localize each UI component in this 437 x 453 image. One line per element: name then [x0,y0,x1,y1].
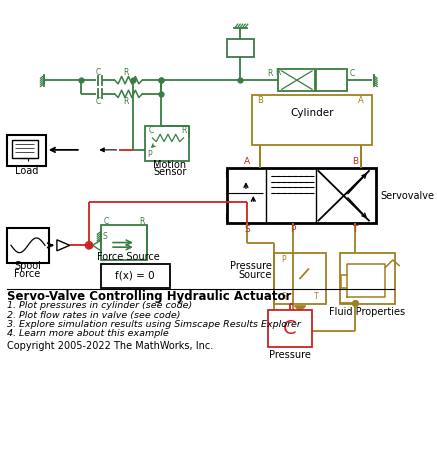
Bar [252,95,371,145]
Bar [268,310,312,347]
Text: Motion: Motion [153,159,186,169]
Text: P: P [281,255,286,265]
Text: S: S [244,225,250,234]
Text: R: R [123,97,128,106]
Bar [101,225,147,260]
Text: T: T [314,292,319,301]
Text: Spool: Spool [14,261,41,271]
Text: R: R [267,69,273,78]
Text: B: B [257,96,263,105]
Text: B: B [352,157,358,166]
Bar [278,69,347,91]
Text: R: R [275,68,281,77]
Text: S: S [281,292,286,301]
Text: Force: Force [14,269,41,279]
Bar [145,126,189,161]
Text: P: P [147,150,152,159]
Text: Pressure: Pressure [269,351,311,361]
Text: R: R [139,217,145,226]
Text: C: C [283,319,297,338]
Circle shape [284,262,316,295]
Text: 2. Plot flow rates in valve (see code): 2. Plot flow rates in valve (see code) [7,311,181,319]
Polygon shape [295,306,305,311]
Text: Copyright 2005-2022 The MathWorks, Inc.: Copyright 2005-2022 The MathWorks, Inc. [7,341,214,351]
Polygon shape [369,170,376,178]
Text: A: A [358,96,364,105]
Bar [12,140,38,158]
Text: Pressure: Pressure [230,260,272,270]
Text: S: S [103,231,108,241]
Text: R: R [123,68,128,77]
Text: R: R [181,126,186,135]
Text: f(x) = 0: f(x) = 0 [115,270,155,280]
Polygon shape [227,170,234,178]
Polygon shape [227,214,234,222]
Bar [274,253,326,304]
Text: Load: Load [15,166,38,176]
Bar [7,228,49,263]
Text: C: C [104,217,109,226]
Bar [101,264,170,288]
Bar [340,253,395,304]
Text: Cylinder: Cylinder [290,108,334,118]
Text: T: T [353,225,358,234]
Text: A: A [244,157,250,166]
Bar [227,39,254,57]
Text: Fluid Properties: Fluid Properties [329,307,405,317]
Text: P: P [290,225,295,234]
Text: Servo-Valve Controlling Hydraulic Actuator: Servo-Valve Controlling Hydraulic Actuat… [7,290,292,303]
Polygon shape [369,214,376,222]
Text: C: C [96,68,101,77]
Text: C: C [149,126,154,135]
Text: C: C [350,69,355,78]
Text: C: C [96,97,101,106]
Text: Force Source: Force Source [97,252,160,262]
Text: 1. Plot pressures in cylinder (see code): 1. Plot pressures in cylinder (see code) [7,301,193,310]
Text: 3. Explore simulation results using Simscape Results Explorer: 3. Explore simulation results using Sims… [7,320,301,329]
Text: 4. Learn more about this example: 4. Learn more about this example [7,329,169,338]
Bar [227,168,376,223]
Text: Servovalve: Servovalve [381,191,435,201]
Bar [7,135,46,166]
Text: Sensor: Sensor [153,167,187,177]
Text: Source: Source [238,270,272,280]
